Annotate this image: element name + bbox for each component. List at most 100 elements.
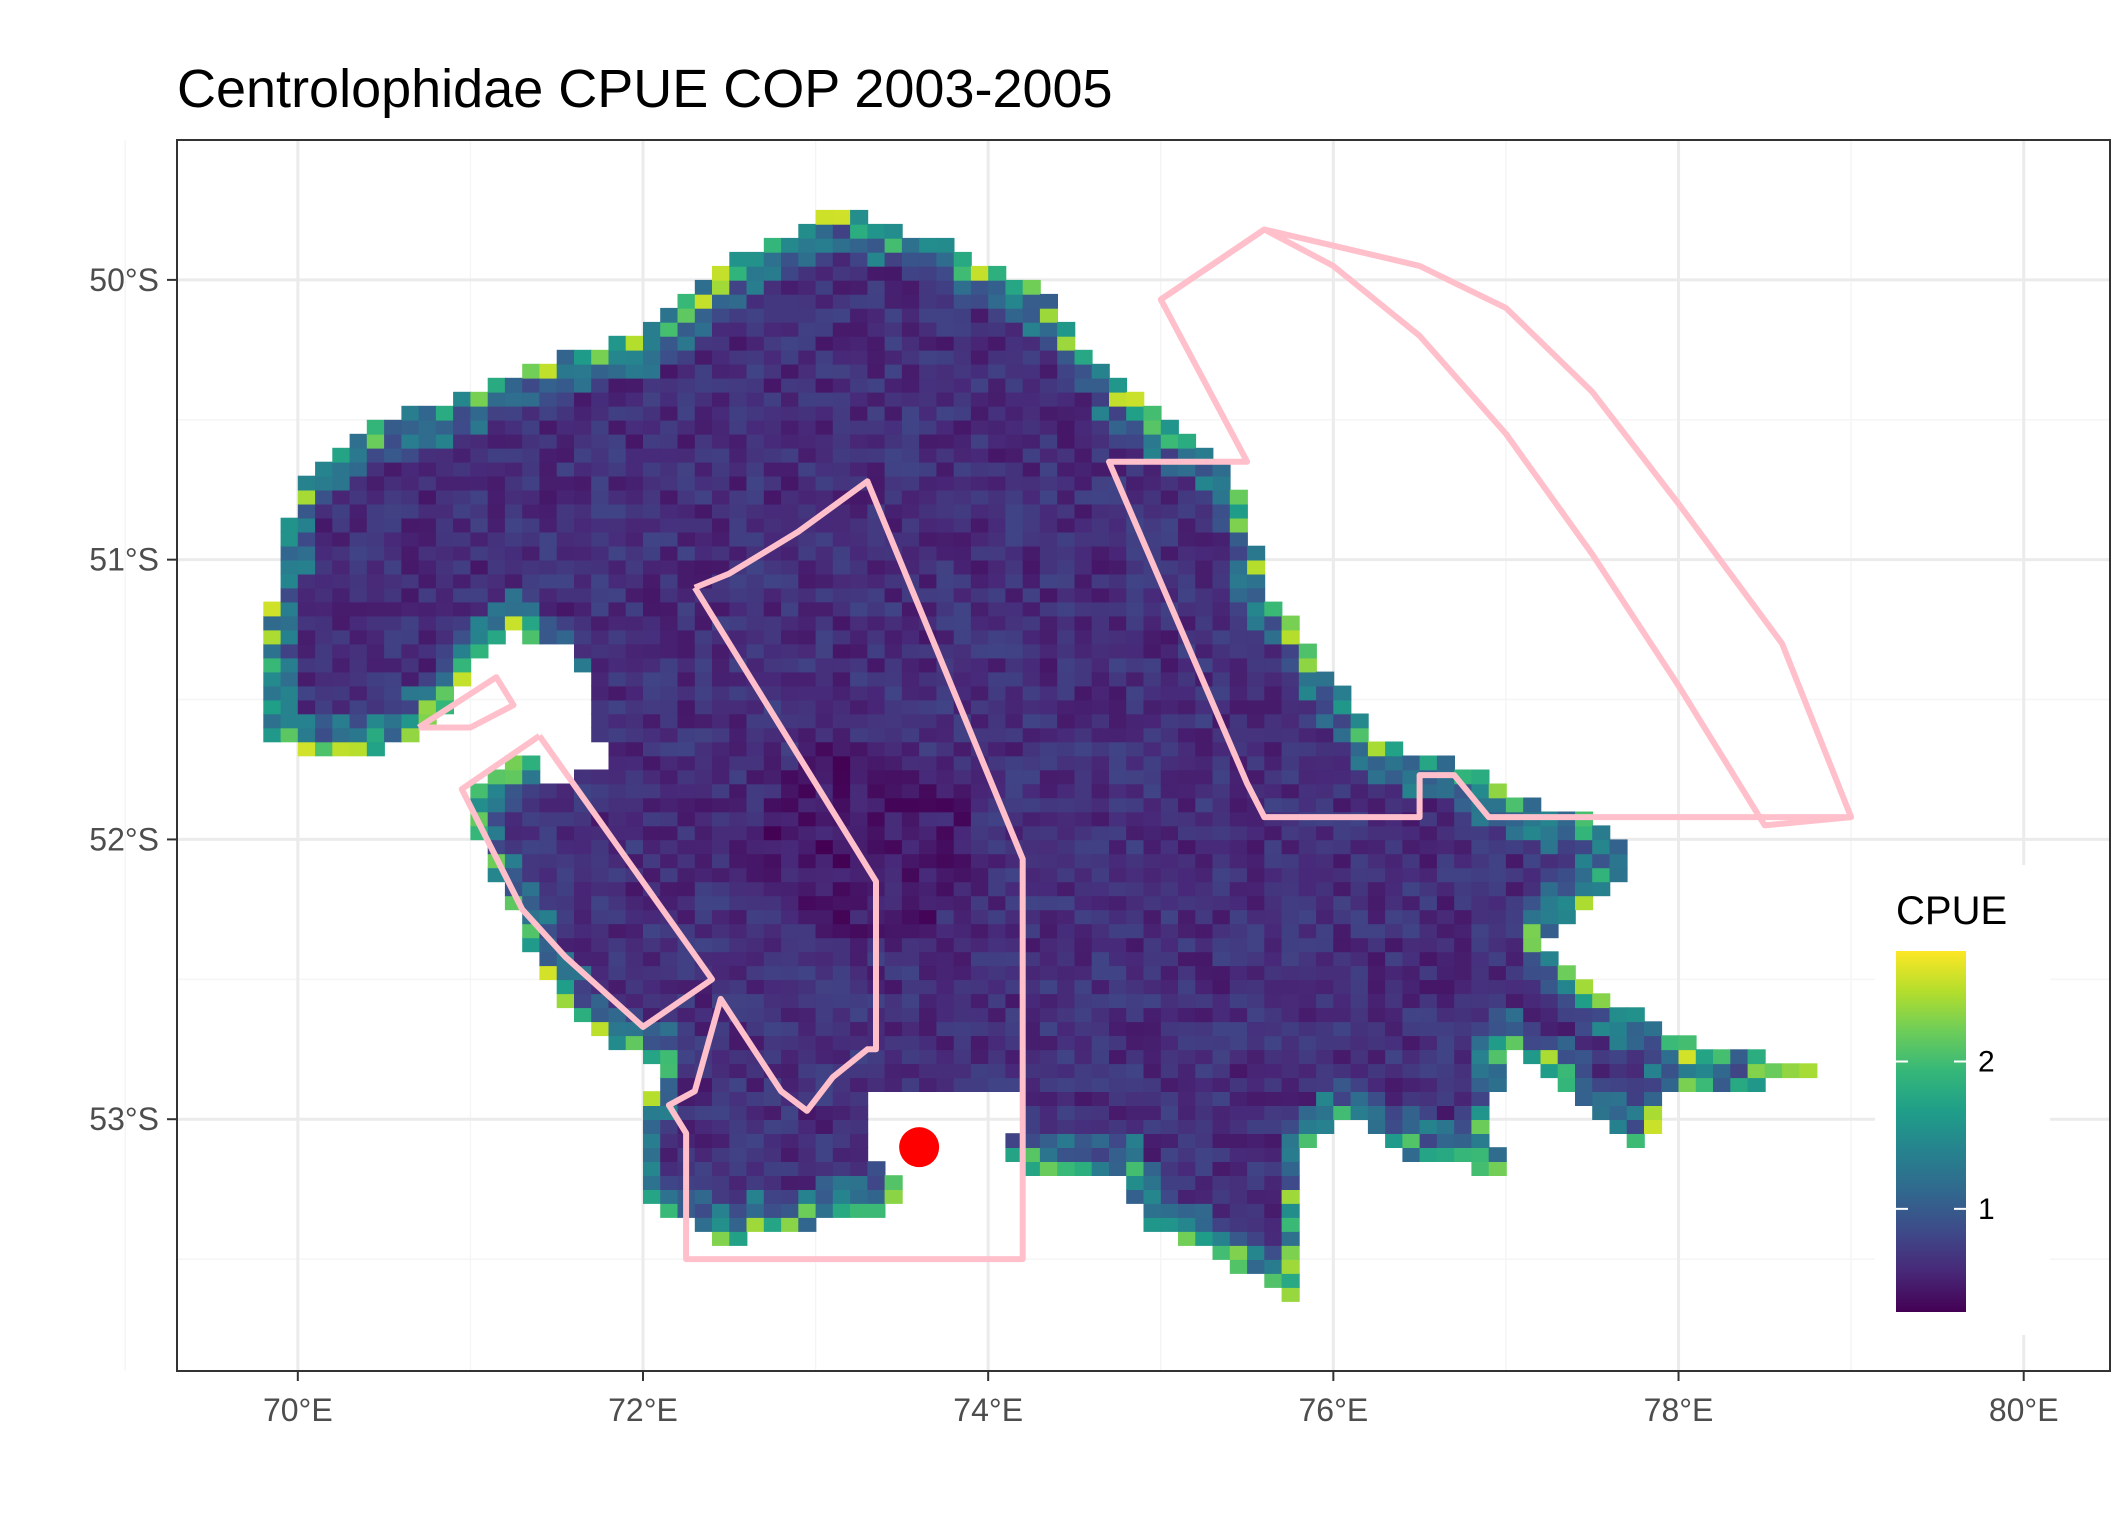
cpue-cell <box>366 615 385 631</box>
cpue-cell <box>1557 1077 1576 1092</box>
cpue-cell <box>1575 1021 1594 1037</box>
cpue-cell <box>919 839 938 855</box>
cpue-cell <box>1074 839 1093 855</box>
cpue-cell <box>1022 895 1041 911</box>
cpue-cell <box>1109 1119 1128 1134</box>
cpue-cell <box>1471 909 1490 925</box>
cpue-cell <box>729 587 748 603</box>
cpue-cell <box>815 321 834 337</box>
cpue-cell <box>1074 1049 1093 1065</box>
cpue-cell <box>1281 1203 1300 1218</box>
cpue-cell <box>1039 657 1058 673</box>
cpue-cell <box>349 545 368 561</box>
cpue-cell <box>867 769 886 785</box>
cpue-cell <box>850 657 869 673</box>
cpue-cell <box>712 349 731 365</box>
cpue-cell <box>1057 1063 1076 1079</box>
cpue-cell <box>522 531 541 547</box>
cpue-cell <box>522 853 541 869</box>
cpue-cell <box>781 769 800 785</box>
cpue-cell <box>332 573 351 589</box>
cpue-cell <box>988 685 1007 701</box>
cpue-cell <box>556 573 575 589</box>
cpue-cell <box>643 657 662 673</box>
cpue-cell <box>1281 1133 1300 1148</box>
cpue-cell <box>677 489 696 505</box>
cpue-cell <box>953 349 972 365</box>
cpue-cell <box>643 1189 662 1204</box>
cpue-cell <box>608 391 627 407</box>
cpue-cell <box>1178 755 1197 771</box>
cpue-cell <box>470 629 489 645</box>
cpue-cell <box>712 923 731 939</box>
cpue-cell <box>850 699 869 715</box>
x-tick-label: 72°E <box>608 1392 678 1428</box>
cpue-cell <box>677 629 696 645</box>
cpue-cell <box>746 1161 765 1176</box>
cpue-cell <box>1298 1133 1317 1148</box>
cpue-cell <box>1626 1035 1645 1051</box>
cpue-cell <box>798 391 817 407</box>
cpue-cell <box>1160 573 1179 589</box>
cpue-cell <box>936 769 955 785</box>
cpue-cell <box>815 1189 834 1204</box>
cpue-cell <box>643 755 662 771</box>
cpue-cell <box>1229 643 1248 659</box>
cpue-cell <box>781 475 800 491</box>
cpue-cell <box>1143 433 1162 449</box>
cpue-cell <box>850 629 869 645</box>
cpue-cell <box>936 503 955 519</box>
cpue-cell <box>643 951 662 967</box>
cpue-cell <box>867 783 886 799</box>
cpue-cell <box>625 993 644 1009</box>
cpue-cell <box>1109 1105 1128 1120</box>
cpue-cell <box>435 517 454 533</box>
cpue-cell <box>1109 629 1128 645</box>
cpue-cell <box>453 559 472 575</box>
cpue-cell <box>867 685 886 701</box>
cpue-cell <box>1109 419 1128 435</box>
cpue-cell <box>781 321 800 337</box>
cpue-cell <box>1505 881 1524 897</box>
cpue-cell <box>1609 839 1628 855</box>
cpue-cell <box>660 1035 679 1051</box>
cpue-cell <box>1402 1077 1421 1092</box>
cpue-cell <box>970 853 989 869</box>
cpue-cell <box>1505 839 1524 855</box>
cpue-cell <box>850 573 869 589</box>
cpue-cell <box>1264 1259 1283 1274</box>
cpue-cell <box>712 685 731 701</box>
cpue-cell <box>884 783 903 799</box>
cpue-cell <box>1264 909 1283 925</box>
cpue-cell <box>1126 657 1145 673</box>
cpue-cell <box>712 741 731 757</box>
cpue-cell <box>1109 643 1128 659</box>
cpue-cell <box>504 489 523 505</box>
cpue-cell <box>1592 1021 1611 1037</box>
cpue-cell <box>729 1203 748 1218</box>
cpue-cell <box>435 531 454 547</box>
cpue-cell <box>280 713 299 729</box>
cpue-cell <box>1178 1189 1197 1204</box>
cpue-cell <box>884 419 903 435</box>
cpue-cell <box>936 1049 955 1065</box>
cpue-cell <box>574 937 593 953</box>
cpue-cell <box>1505 1035 1524 1051</box>
cpue-cell <box>625 475 644 491</box>
cpue-cell <box>729 335 748 351</box>
cpue-cell <box>608 867 627 883</box>
cpue-cell <box>1316 825 1335 841</box>
cpue-cell <box>798 993 817 1009</box>
cpue-cell <box>625 671 644 687</box>
cpue-cell <box>1074 881 1093 897</box>
cpue-cell <box>1247 601 1266 617</box>
cpue-cell <box>832 895 851 911</box>
cpue-cell <box>1713 1077 1732 1092</box>
cpue-cell <box>1419 1007 1438 1023</box>
cpue-cell <box>1143 909 1162 925</box>
cpue-cell <box>815 405 834 421</box>
cpue-cell <box>1264 657 1283 673</box>
cpue-cell <box>1644 1091 1663 1106</box>
cpue-cell <box>1229 825 1248 841</box>
cpue-cell <box>1091 1077 1110 1092</box>
